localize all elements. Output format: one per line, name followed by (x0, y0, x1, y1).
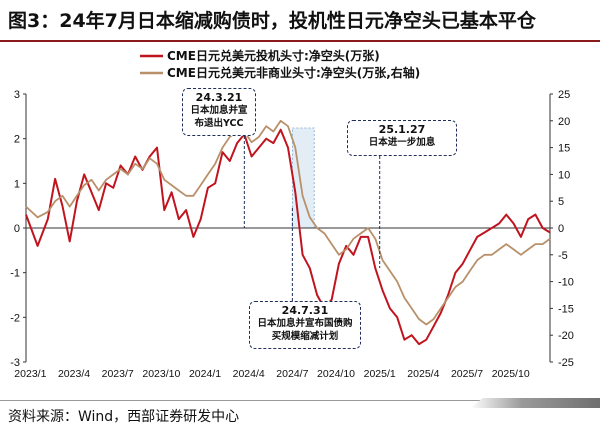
callout-ycc-exit-text: 日本加息并宣布退出YCC (190, 105, 248, 129)
left-tick-label: -3 (10, 357, 20, 369)
callout-further-hike-text: 日本进一步加息 (368, 137, 436, 148)
left-tick-label: 2 (14, 134, 20, 146)
right-tick-label: -5 (558, 250, 568, 262)
right-tick-label: 20 (558, 116, 570, 128)
x-tick-label: 2024/7 (276, 368, 308, 380)
callout-ycc-exit-date: 24.3.21 (195, 91, 243, 104)
x-tick-label: 2023/4 (58, 368, 90, 380)
right-tick-label: -25 (558, 357, 574, 369)
left-tick-label: 1 (14, 178, 20, 190)
right-tick-label: -15 (558, 303, 574, 315)
chart-area: 3210-1-2-32520151050-5-10-15-20-252023/1… (10, 48, 574, 380)
right-tick-label: 25 (558, 89, 570, 101)
source-note: 资料来源：Wind，西部证券研发中心 (8, 409, 240, 425)
right-tick-label: 15 (558, 143, 570, 155)
callout-bond-taper-text: 日本加息并宣布国债购买规模缩减计划 (257, 318, 353, 342)
x-tick-label: 2023/7 (102, 368, 134, 380)
figure-title: 图3：24年7月日本缩减购债时，投机性日元净空头已基本平仓 (8, 10, 536, 32)
x-tick-label: 2024/4 (233, 368, 265, 380)
x-tick-label: 2024/1 (189, 368, 221, 380)
right-tick-label: 0 (558, 223, 564, 235)
x-tick-label: 2024/10 (317, 368, 355, 380)
right-tick-label: 10 (558, 169, 570, 181)
left-tick-label: 0 (14, 223, 20, 235)
callout-further-hike: 25.1.27 日本进一步加息 (347, 120, 457, 156)
title-bar: 图3：24年7月日本缩减购债时，投机性日元净空头已基本平仓 (0, 0, 600, 42)
legend-speculative: CME日元兑美元投机头寸:净空头(万张) (167, 48, 380, 63)
x-tick-label: 2025/7 (451, 368, 483, 380)
x-tick-label: 2025/10 (492, 368, 530, 380)
left-tick-label: 3 (14, 89, 20, 101)
series-noncommercial-line (25, 119, 551, 326)
footer-decoration (470, 398, 600, 408)
legend-noncommercial: CME日元兑美元非商业头寸:净空头(万张,右轴) (167, 65, 420, 80)
right-tick-label: -10 (558, 277, 574, 289)
x-tick-label: 2025/1 (364, 368, 396, 380)
right-tick-label: 5 (558, 196, 564, 208)
footer-divider (0, 400, 500, 401)
shaded-period (291, 127, 315, 229)
callout-bond-taper: 24.7.31 日本加息并宣布国债购买规模缩减计划 (249, 301, 361, 349)
right-tick-label: -20 (558, 330, 574, 342)
left-tick-label: -2 (10, 312, 20, 324)
left-tick-label: -1 (10, 268, 20, 280)
callout-bond-taper-date: 24.7.31 (281, 304, 329, 317)
x-tick-label: 2025/4 (407, 368, 439, 380)
callout-ycc-exit: 24.3.21 日本加息并宣布退出YCC (182, 88, 256, 136)
callout-further-hike-date: 25.1.27 (378, 123, 426, 136)
x-tick-label: 2023/1 (14, 368, 46, 380)
x-tick-label: 2023/10 (142, 368, 180, 380)
